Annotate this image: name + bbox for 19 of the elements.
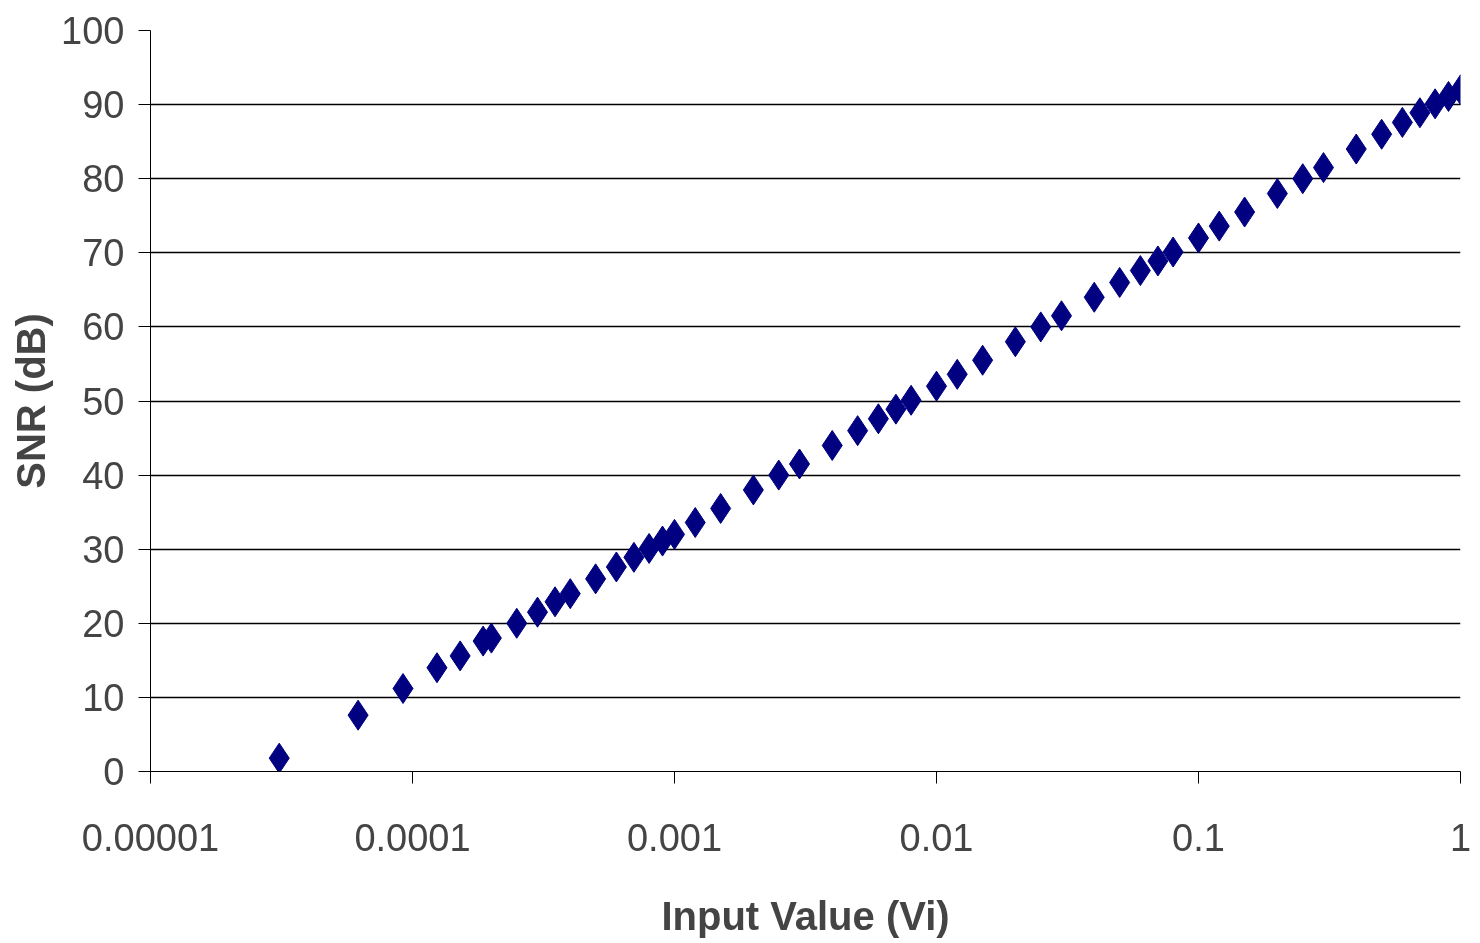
x-tick-label: 0.01	[899, 816, 974, 859]
x-tick-label: 0.00001	[81, 816, 220, 859]
x-tick-label: 1	[1449, 816, 1472, 859]
x-axis-title: Input Value (Vi)	[661, 893, 950, 938]
y-tick-label: 70	[82, 232, 125, 275]
y-tick-label: 100	[61, 10, 125, 52]
y-tick-label: 0	[103, 751, 125, 793]
y-tick-label: 30	[82, 528, 125, 571]
y-tick-label: 10	[82, 676, 125, 719]
x-tick-label: 0.0001	[354, 816, 471, 859]
y-tick-label: 60	[82, 306, 125, 349]
y-tick-label: 90	[82, 84, 125, 127]
y-tick-label: 80	[82, 158, 125, 201]
y-tick-label: 50	[82, 380, 125, 423]
x-tick-label: 0.1	[1172, 816, 1225, 859]
y-tick-label: 20	[82, 602, 125, 645]
y-axis-title: SNR (dB)	[9, 313, 54, 489]
x-tick-label: 0.001	[626, 816, 723, 859]
y-tick-label: 40	[82, 454, 125, 497]
